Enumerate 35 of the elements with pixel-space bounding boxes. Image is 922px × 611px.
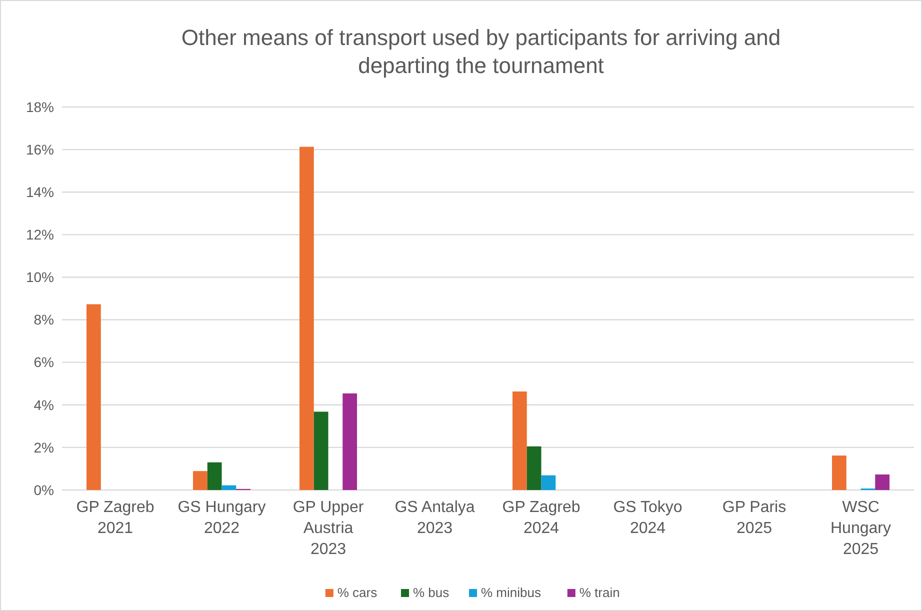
y-tick-label: 16%	[26, 141, 54, 158]
x-tick-label: GP Zagreb 2024	[502, 499, 580, 537]
y-tick-label: 4%	[34, 396, 54, 413]
bar	[299, 146, 314, 490]
x-tick-label: GS Tokyo 2024	[613, 499, 682, 537]
bar	[314, 412, 328, 490]
bar	[526, 446, 542, 490]
bar	[832, 456, 846, 490]
bar	[86, 304, 101, 490]
legend-label: % train	[579, 585, 620, 600]
x-tick-label: GS Antalya 2023	[394, 499, 475, 537]
bar	[512, 391, 527, 490]
bar	[207, 462, 222, 490]
x-tick-label: GP Zagreb 2021	[76, 499, 154, 537]
bar	[541, 475, 556, 490]
x-tick-label: WSC Hungary 2025	[830, 499, 891, 558]
y-tick-label: 6%	[34, 354, 54, 370]
bar	[222, 485, 236, 490]
y-tick-label: 14%	[26, 184, 54, 200]
y-tick-label: 18%	[26, 98, 54, 115]
legend-label: % minibus	[481, 585, 542, 600]
bar	[192, 471, 208, 490]
legend-label: % cars	[337, 585, 378, 600]
bar	[342, 393, 358, 490]
y-tick-label: 12%	[26, 226, 54, 243]
y-tick-label: 10%	[26, 269, 54, 286]
y-tick-label: 2%	[34, 439, 54, 456]
y-tick-label: 0%	[34, 482, 54, 498]
x-tick-label: GP Paris 2025	[722, 499, 786, 537]
x-tick-label: GS Hungary 2022	[178, 499, 266, 537]
bar	[875, 474, 890, 490]
x-tick-label: GP Upper Austria 2023	[292, 499, 364, 558]
legend-label: % bus	[413, 585, 450, 600]
chart-title: Other means of transport used by participants for arriving and departing the tournament	[181, 25, 781, 78]
y-tick-label: 8%	[34, 312, 54, 328]
